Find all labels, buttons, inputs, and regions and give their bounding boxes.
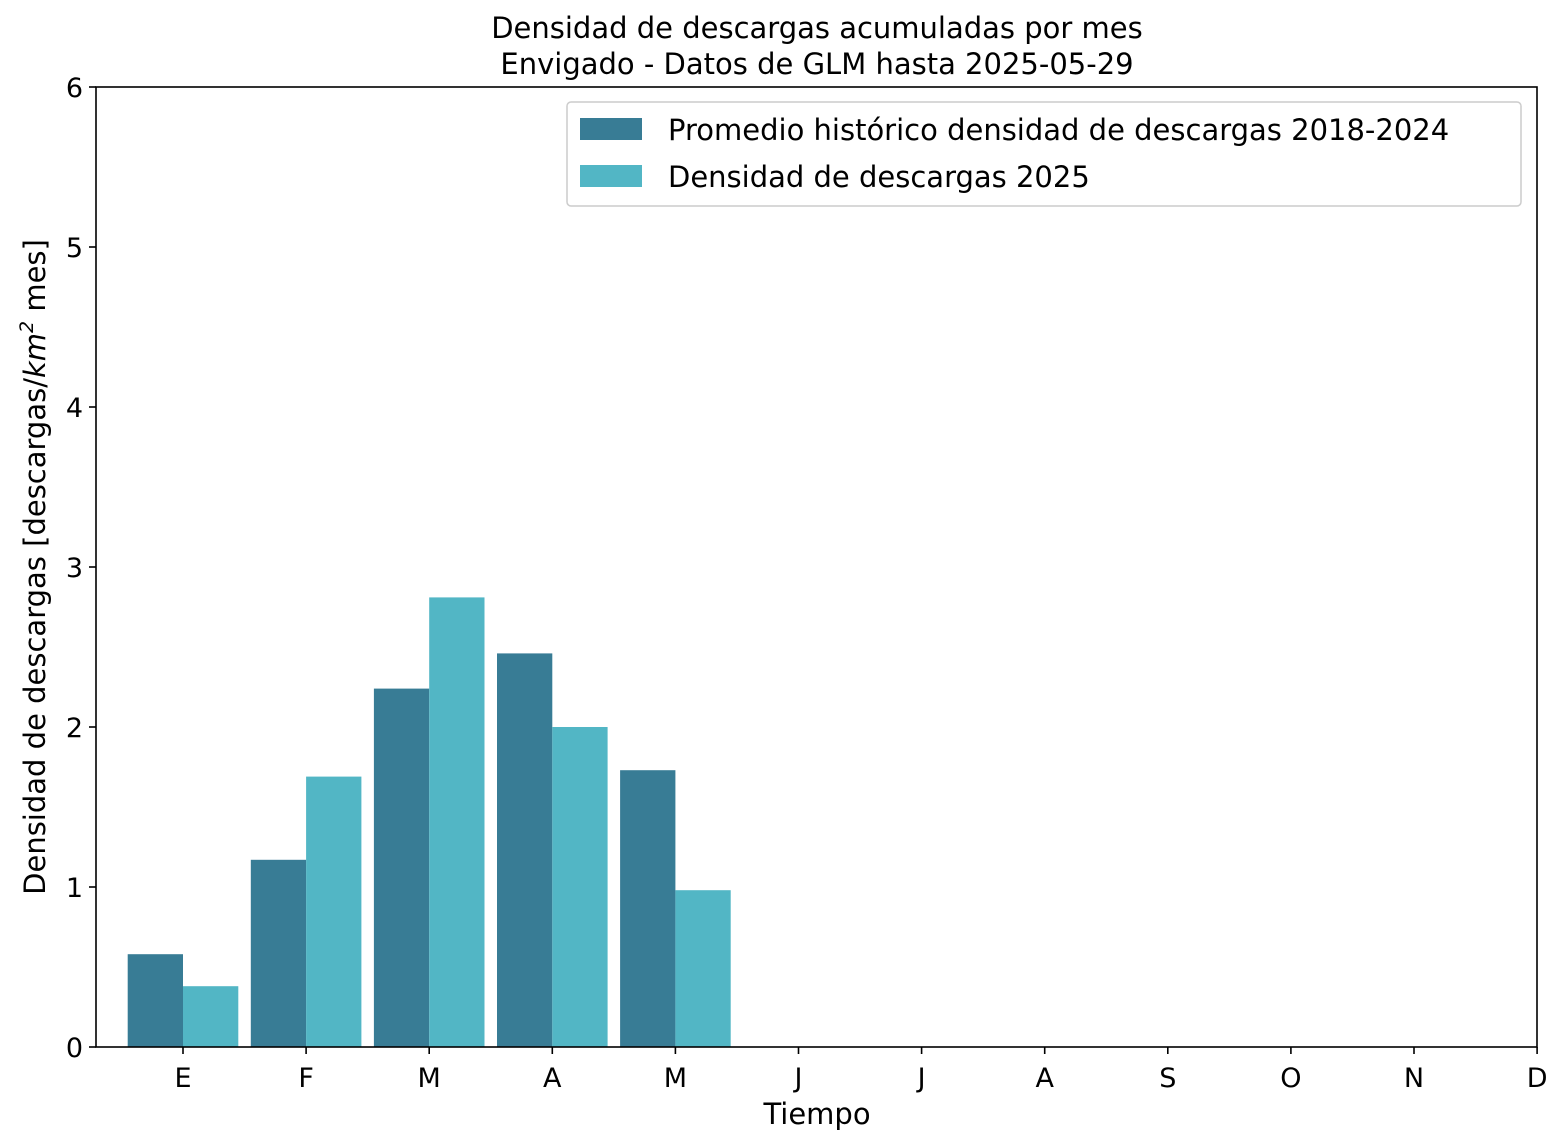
legend: Promedio histórico densidad de descargas… (566, 101, 1522, 207)
y-axis-label: Densidad de descargas [descargas/km2 mes… (16, 239, 52, 895)
bar-2025-3 (552, 727, 608, 1047)
y-axis-ticks: 0 1 2 3 4 5 6 (66, 73, 96, 1064)
bar-2025-1 (306, 776, 362, 1047)
x-tick-label-9: O (1280, 1063, 1301, 1094)
bar-historic-4 (620, 770, 676, 1047)
bar-2025-4 (675, 890, 731, 1047)
legend-swatch-historic (580, 118, 642, 140)
legend-swatch-2025 (580, 165, 642, 187)
y-tick-label-1: 1 (66, 873, 83, 904)
chart-title: Densidad de descargas acumuladas por mes (491, 11, 1143, 45)
x-tick-label-1: F (298, 1063, 314, 1094)
legend-label-historic: Promedio histórico densidad de descargas… (668, 113, 1449, 147)
x-tick-label-0: E (174, 1063, 191, 1094)
bar-2025-2 (429, 597, 485, 1047)
bars-group (127, 597, 731, 1047)
y-axis-label-sup: 2 (16, 321, 38, 333)
y-tick-label-2: 2 (66, 713, 83, 744)
chart-subtitle: Envigado - Datos de GLM hasta 2025-05-29 (500, 47, 1133, 81)
bar-historic-2 (373, 688, 430, 1047)
bar-historic-0 (127, 954, 183, 1047)
x-tick-label-3: A (543, 1063, 562, 1094)
legend-label-2025: Densidad de descargas 2025 (668, 160, 1090, 194)
x-tick-label-4: M (664, 1063, 687, 1094)
y-axis-label-prefix: Densidad de descargas [descargas/ (18, 378, 52, 895)
x-tick-label-11: D (1527, 1063, 1548, 1094)
legend-frame (566, 101, 1522, 207)
y-tick-label-0: 0 (66, 1033, 83, 1064)
bar-historic-3 (497, 653, 553, 1047)
x-tick-label-8: S (1159, 1063, 1176, 1094)
x-tick-label-7: A (1035, 1063, 1054, 1094)
x-tick-label-2: M (418, 1063, 441, 1094)
x-tick-label-6: J (916, 1063, 926, 1094)
bar-historic-1 (250, 859, 307, 1047)
y-axis-label-suffix: mes] (18, 239, 52, 321)
y-axis-label-unit: km (18, 333, 52, 378)
y-tick-label-6: 6 (66, 73, 83, 104)
y-tick-label-3: 3 (66, 553, 83, 584)
bar-2025-0 (183, 986, 239, 1047)
x-tick-label-5: J (793, 1063, 803, 1094)
y-tick-label-4: 4 (66, 393, 83, 424)
x-axis-label: Tiempo (762, 1097, 870, 1131)
y-tick-label-5: 5 (66, 233, 83, 264)
plot-frame (95, 86, 1538, 1048)
x-tick-label-10: N (1404, 1063, 1424, 1094)
